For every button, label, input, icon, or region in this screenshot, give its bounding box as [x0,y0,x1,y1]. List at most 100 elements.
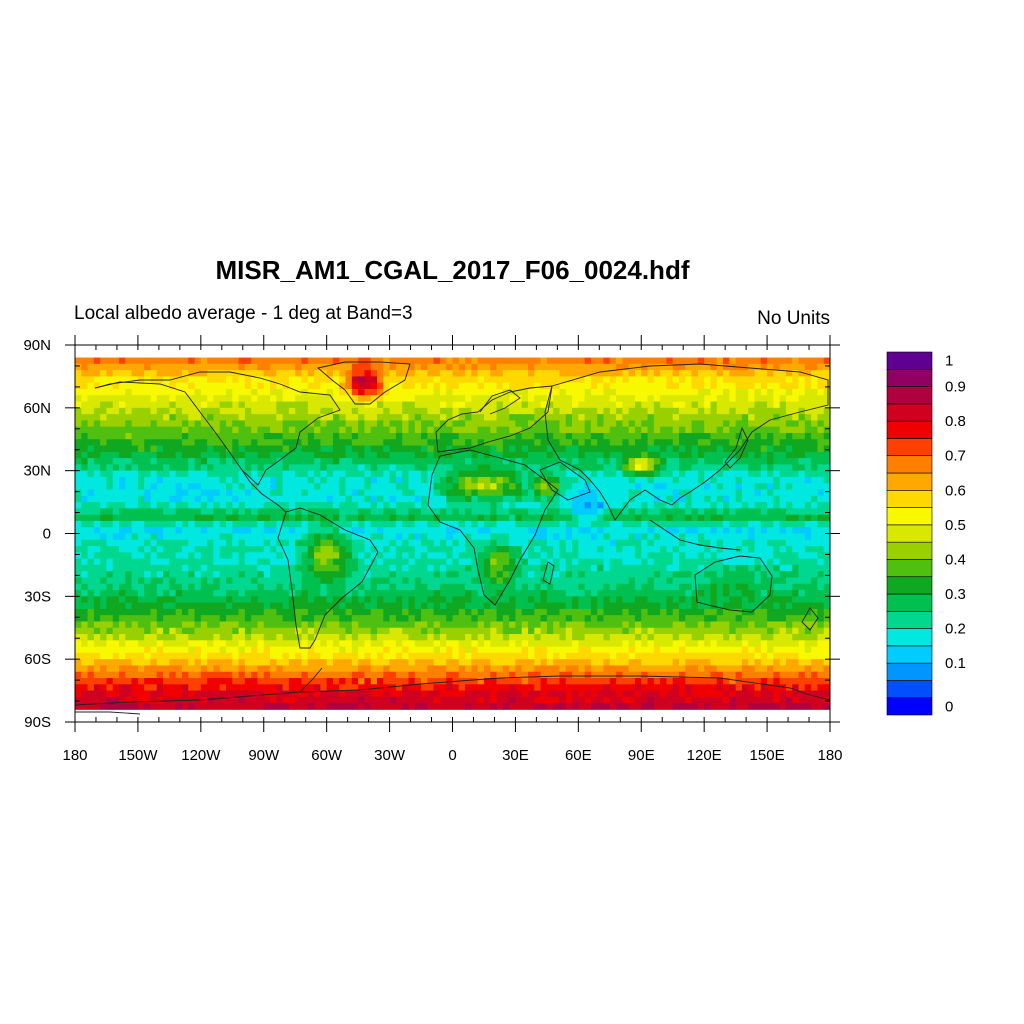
raster-cell [414,590,422,597]
raster-cell [515,464,523,472]
raster-cell [735,514,743,522]
raster-cell [93,489,101,497]
raster-cell [395,464,403,472]
raster-cell [609,577,617,585]
raster-cell [320,520,328,528]
raster-cell [817,483,825,490]
raster-cell [704,564,711,572]
raster-cell [660,539,667,547]
raster-cell [358,439,365,446]
raster-cell [377,552,384,560]
raster-cell [257,432,265,440]
raster-cell [534,445,541,453]
raster-cell [370,370,378,377]
raster-cell [270,520,277,528]
raster-cell [729,376,737,384]
raster-cell [257,495,265,503]
raster-cell [452,533,460,541]
raster-cell [691,539,699,547]
raster-cell [779,533,787,541]
raster-cell [263,458,271,465]
raster-cell [194,445,202,453]
raster-cell [377,533,384,541]
raster-cell [666,602,674,610]
raster-cell [427,527,435,534]
raster-cell [75,514,82,522]
raster-cell [553,470,560,478]
raster-cell [496,615,504,622]
raster-cell [647,502,655,509]
raster-cell [207,414,214,421]
raster-cell [169,451,177,459]
raster-cell [679,520,686,528]
raster-cell [383,483,390,490]
raster-cell [332,552,340,560]
raster-cell [351,370,359,377]
raster-cell [603,527,611,534]
raster-cell [748,489,755,497]
raster-cell [395,583,403,591]
raster-cell [785,432,793,440]
raster-cell [622,382,630,390]
raster-cell [628,395,636,402]
raster-cell [609,552,617,560]
raster-cell [578,546,586,553]
raster-cell [263,552,271,560]
raster-cell [169,388,177,396]
raster-cell [377,502,384,509]
raster-cell [452,420,460,428]
raster-cell [156,571,164,578]
raster-cell [175,546,183,553]
raster-cell [427,533,435,541]
raster-cell [288,357,296,365]
raster-cell [804,533,812,541]
raster-cell [578,395,586,402]
raster-cell [238,445,246,453]
raster-cell [402,382,409,390]
raster-cell [345,564,353,572]
raster-cell [282,527,290,534]
raster-cell [817,527,825,534]
raster-cell [156,432,164,440]
raster-cell [471,388,479,396]
raster-cell [226,420,233,428]
raster-cell [653,558,661,566]
raster-cell [634,564,642,572]
raster-cell [741,520,749,528]
raster-cell [490,520,497,528]
raster-cell [817,514,825,522]
raster-cell [697,376,705,384]
raster-cell [773,388,781,396]
raster-cell [219,508,227,516]
raster-cell [144,489,151,497]
raster-cell [515,363,523,371]
raster-cell [716,558,724,566]
raster-cell [169,508,177,516]
raster-cell [628,514,636,522]
raster-cell [295,489,302,497]
raster-cell [509,439,516,446]
raster-cell [314,388,321,396]
raster-cell [213,571,221,578]
raster-cell [232,489,239,497]
raster-cell [785,571,793,578]
raster-cell [345,615,353,622]
raster-cell [106,495,114,503]
raster-cell [748,552,755,560]
raster-cell [194,489,202,497]
raster-cell [559,445,567,453]
raster-cell [75,495,82,503]
raster-cell [521,514,529,522]
raster-cell [597,564,604,572]
raster-cell [572,502,579,509]
raster-cell [785,376,793,384]
raster-cell [672,395,680,402]
raster-cell [691,470,699,478]
raster-cell [477,590,485,597]
raster-cell [301,564,309,572]
raster-cell [666,445,674,453]
raster-cell [792,539,799,547]
raster-cell [509,495,516,503]
raster-cell [175,483,183,490]
